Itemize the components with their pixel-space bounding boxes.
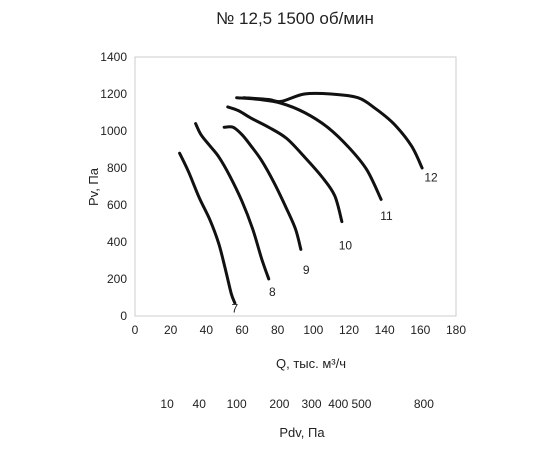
x-axis-ticks: 0 20 40 60 80 100 120 140 160 180 (132, 323, 467, 337)
y-tick-label: 1200 (100, 87, 127, 101)
curves (178, 91, 424, 305)
curve-label-10: 10 (339, 239, 353, 253)
pdv-axis-label: Pdv, Па (279, 425, 325, 440)
pdv-tick-label: 40 (193, 397, 207, 411)
curve-8 (194, 122, 271, 281)
curve-label-9: 9 (303, 263, 310, 277)
curve-label-8: 8 (269, 285, 276, 299)
y-tick-label: 800 (107, 161, 127, 175)
curve-label-12: 12 (424, 170, 438, 184)
x-tick-label: 100 (303, 323, 323, 337)
curve-12 (242, 91, 424, 170)
x-tick-label: 140 (375, 323, 395, 337)
pdv-tick-label: 500 (351, 397, 371, 411)
y-tick-label: 1000 (100, 124, 127, 138)
curve-11 (235, 96, 383, 201)
x-axis-label: Q, тыс. м³/ч (276, 356, 346, 371)
y-tick-label: 600 (107, 198, 127, 212)
curve-10 (226, 105, 344, 224)
x-tick-label: 40 (200, 323, 214, 337)
pdv-axis-ticks: 10 40 100 200 300 400 500 800 (160, 397, 434, 411)
y-tick-label: 400 (107, 235, 127, 249)
curve-7 (178, 151, 237, 305)
curve-9 (222, 125, 303, 251)
pdv-tick-label: 100 (227, 397, 247, 411)
pdv-tick-label: 10 (160, 397, 174, 411)
y-axis-label: Pv, Па (86, 167, 101, 206)
pdv-tick-label: 800 (414, 397, 434, 411)
pdv-tick-label: 200 (269, 397, 289, 411)
chart-title: № 12,5 1500 об/мин (216, 9, 374, 28)
y-tick-label: 1400 (100, 50, 127, 64)
curve-label-11: 11 (380, 209, 393, 223)
plot-border (134, 56, 457, 317)
y-axis-ticks: 0 200 400 600 800 1000 1200 1400 (100, 50, 127, 323)
x-tick-label: 80 (271, 323, 285, 337)
curve-labels: 7 8 9 10 11 12 (232, 170, 439, 315)
curve-label-7: 7 (232, 302, 239, 316)
x-tick-label: 0 (132, 323, 139, 337)
pdv-tick-label: 400 (328, 397, 348, 411)
x-tick-label: 180 (446, 323, 466, 337)
x-tick-label: 160 (410, 323, 430, 337)
x-tick-label: 20 (164, 323, 178, 337)
x-tick-label: 60 (235, 323, 249, 337)
pdv-tick-label: 300 (302, 397, 322, 411)
x-tick-label: 120 (339, 323, 359, 337)
plot-area (134, 56, 457, 317)
y-tick-label: 200 (107, 272, 127, 286)
y-tick-label: 0 (120, 309, 127, 323)
